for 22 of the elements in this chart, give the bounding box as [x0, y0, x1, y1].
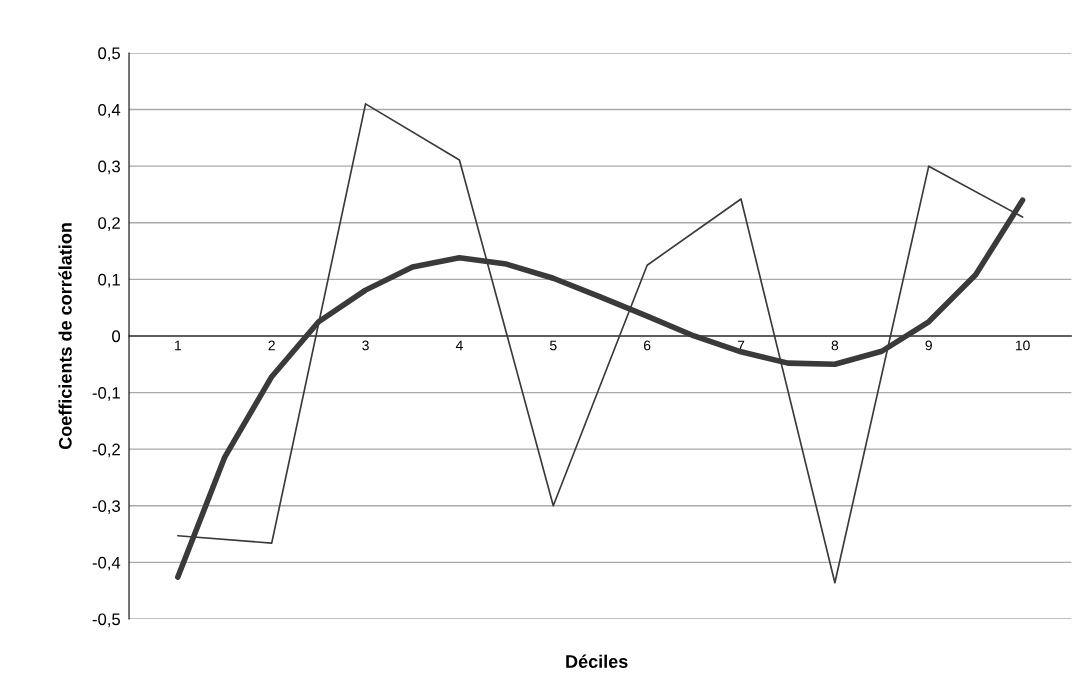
y-tick-label: 0 — [112, 330, 121, 343]
y-tick-label: -0,3 — [92, 500, 120, 514]
y-axis-title: Coefficients de corrélation — [58, 223, 72, 450]
x-tick-label: 1 — [175, 340, 182, 351]
y-tick-label: 0,5 — [98, 47, 120, 62]
x-tick-label: 2 — [268, 340, 275, 351]
y-tick-label: 0,4 — [98, 103, 121, 118]
y-tick-label: 0,2 — [98, 217, 120, 231]
x-tick-label: 6 — [643, 340, 651, 351]
x-tick-label: 10 — [1015, 340, 1030, 351]
x-tick-label: 5 — [549, 340, 557, 351]
y-tick-label: -0,1 — [92, 386, 120, 401]
y-tick-label: 0,3 — [98, 160, 120, 175]
y-tick-label: -0,4 — [92, 556, 121, 571]
y-tick-label: -0,2 — [92, 443, 120, 458]
x-tick-label: 9 — [925, 340, 932, 351]
y-tick-label: -0,5 — [92, 613, 120, 628]
x-tick-label: 4 — [455, 340, 463, 351]
x-tick-label: 8 — [831, 340, 839, 351]
y-tick-label: 0,1 — [98, 273, 120, 288]
x-axis-title: Déciles — [566, 654, 628, 668]
x-tick-label: 3 — [362, 340, 369, 351]
